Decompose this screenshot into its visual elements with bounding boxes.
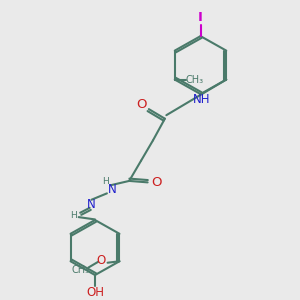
Text: H: H — [102, 177, 109, 186]
Text: N: N — [108, 183, 117, 196]
Text: CH₃: CH₃ — [185, 75, 203, 85]
Text: H: H — [70, 211, 77, 220]
Text: I: I — [198, 11, 203, 24]
Text: N: N — [87, 199, 96, 212]
Text: O: O — [96, 254, 106, 267]
Text: CH₃: CH₃ — [72, 265, 90, 275]
Text: OH: OH — [86, 286, 104, 299]
Text: O: O — [136, 98, 146, 111]
Text: O: O — [151, 176, 162, 189]
Text: NH: NH — [193, 93, 210, 106]
